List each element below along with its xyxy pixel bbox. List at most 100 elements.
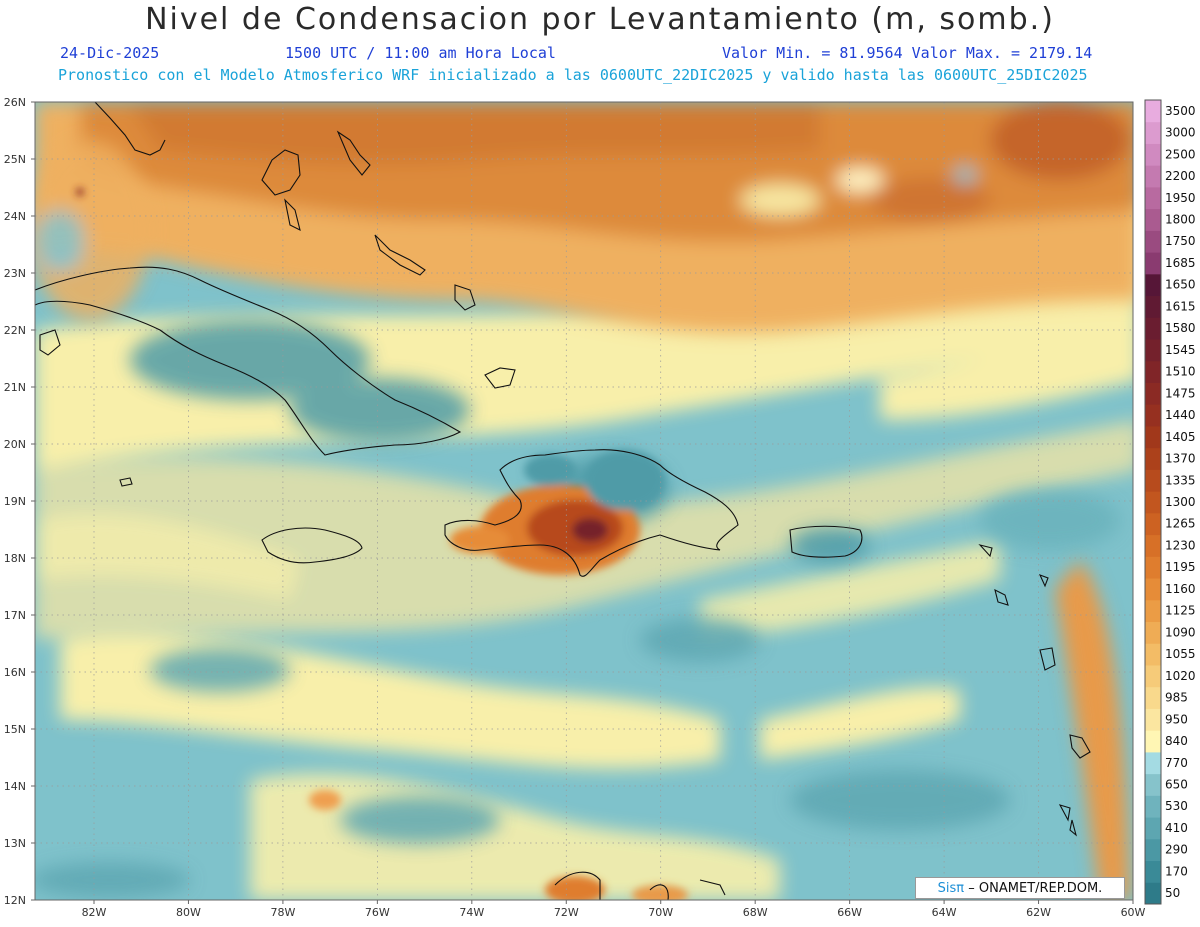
colorbar-label: 950 xyxy=(1165,712,1188,726)
map-area xyxy=(35,102,1133,900)
forecast-time: 1500 UTC / 11:00 am Hora Local xyxy=(285,44,556,62)
colorbar-label: 290 xyxy=(1165,843,1188,857)
credit-text: – ONAMET/REP.DOM. xyxy=(968,881,1103,896)
colorbar-label: 1370 xyxy=(1165,452,1196,466)
colorbar-label: 1230 xyxy=(1165,538,1196,552)
colorbar-label: 3500 xyxy=(1165,104,1196,118)
longitude-label: 70W xyxy=(648,906,673,919)
colorbar-swatch xyxy=(1145,643,1161,666)
colorbar-swatch xyxy=(1145,882,1161,905)
colorbar-label: 650 xyxy=(1165,777,1188,791)
latitude-label: 18N xyxy=(4,552,26,565)
sispi-brand: Sisπ xyxy=(937,881,965,896)
latitude-label: 15N xyxy=(4,723,26,736)
colorbar-swatch xyxy=(1145,360,1161,383)
latitude-label: 24N xyxy=(4,210,26,223)
colorbar-swatch xyxy=(1145,556,1161,579)
colorbar-label: 1545 xyxy=(1165,343,1196,357)
colorbar-swatch xyxy=(1145,708,1161,731)
colorbar-swatch xyxy=(1145,621,1161,644)
latitude-label: 21N xyxy=(4,381,26,394)
colorbar-label: 1440 xyxy=(1165,408,1196,422)
min-max-values: Valor Min. = 81.9564 Valor Max. = 2179.1… xyxy=(722,44,1093,62)
longitude-label: 74W xyxy=(459,906,484,919)
colorbar-swatch xyxy=(1145,491,1161,514)
colorbar-swatch xyxy=(1145,382,1161,405)
colorbar-label: 1195 xyxy=(1165,560,1196,574)
longitude-label: 64W xyxy=(932,906,957,919)
colorbar-label: 530 xyxy=(1165,799,1188,813)
latitude-label: 20N xyxy=(4,438,26,451)
colorbar-label: 1090 xyxy=(1165,625,1196,639)
colorbar-swatch xyxy=(1145,447,1161,470)
colorbar-swatch xyxy=(1145,295,1161,318)
colorbar-label: 2200 xyxy=(1165,169,1196,183)
colorbar-swatch xyxy=(1145,838,1161,862)
colorbar-label: 1335 xyxy=(1165,473,1196,487)
longitude-label: 66W xyxy=(837,906,862,919)
colorbar: 50 170 290 410 530 650 770 840 950 985 1020 1055 109… xyxy=(1144,99,1196,905)
longitude-label: 78W xyxy=(270,906,295,919)
latitude-label: 22N xyxy=(4,324,26,337)
colorbar-swatch xyxy=(1145,208,1161,231)
colorbar-swatch xyxy=(1145,773,1161,796)
colorbar-label: 1300 xyxy=(1165,495,1196,509)
colorbar-swatch xyxy=(1145,469,1161,492)
longitude-label: 60W xyxy=(1121,906,1146,919)
latitude-label: 14N xyxy=(4,780,26,793)
colorbar-swatch xyxy=(1145,317,1161,340)
lat-lon-grid xyxy=(35,102,1133,900)
colorbar-swatch xyxy=(1145,339,1161,362)
colorbar-swatch xyxy=(1145,664,1161,688)
colorbar-label: 1750 xyxy=(1165,234,1196,248)
colorbar-label: 1615 xyxy=(1165,299,1196,313)
colorbar-label: 1510 xyxy=(1165,365,1196,379)
colorbar-label: 1055 xyxy=(1165,647,1196,661)
colorbar-label: 1685 xyxy=(1165,256,1196,270)
colorbar-swatch xyxy=(1145,578,1161,601)
colorbar-swatch xyxy=(1145,795,1161,818)
colorbar-swatch xyxy=(1145,751,1161,775)
latitude-label: 13N xyxy=(4,837,26,850)
map-title: Nivel de Condensacion por Levantamiento … xyxy=(145,2,1055,37)
longitude-labels: 82W 80W 78W 76W 74W 72W 70W 68W 66W 64W 62W 60W xyxy=(82,900,1146,919)
colorbar-swatch xyxy=(1145,252,1161,275)
longitude-label: 72W xyxy=(554,906,579,919)
longitude-label: 76W xyxy=(365,906,390,919)
latitude-label: 17N xyxy=(4,609,26,622)
latitude-label: 23N xyxy=(4,267,26,280)
colorbar-swatch xyxy=(1145,686,1161,709)
longitude-label: 68W xyxy=(743,906,768,919)
colorbar-swatch xyxy=(1145,512,1161,536)
colorbar-swatch xyxy=(1145,273,1161,297)
colorbar-swatch xyxy=(1145,165,1161,188)
colorbar-label: 1405 xyxy=(1165,430,1196,444)
colorbar-swatch xyxy=(1145,404,1161,427)
colorbar-swatch xyxy=(1145,143,1161,166)
colorbar-label: 1125 xyxy=(1165,604,1196,618)
colorbar-swatch xyxy=(1145,100,1161,123)
coastlines xyxy=(35,102,1091,900)
colorbar-label: 2500 xyxy=(1165,147,1196,161)
latitude-label: 12N xyxy=(4,894,26,907)
latitude-label: 25N xyxy=(4,153,26,166)
latitude-label: 16N xyxy=(4,666,26,679)
colorbar-label: 840 xyxy=(1165,734,1188,748)
colorbar-label: 770 xyxy=(1165,756,1188,770)
colorbar-swatch xyxy=(1145,817,1161,840)
colorbar-swatch xyxy=(1145,860,1161,883)
colorbar-label: 50 xyxy=(1165,886,1180,900)
latitude-label: 19N xyxy=(4,495,26,508)
latitude-label: 26N xyxy=(4,96,26,109)
colorbar-swatch xyxy=(1145,425,1161,449)
colorbar-swatch xyxy=(1145,730,1161,753)
colorbar-label: 170 xyxy=(1165,864,1188,878)
forecast-date: 24-Dic-2025 xyxy=(60,44,160,62)
colorbar-label: 3000 xyxy=(1165,126,1196,140)
colorbar-label: 1950 xyxy=(1165,191,1196,205)
colorbar-label: 1800 xyxy=(1165,213,1196,227)
colorbar-label: 1020 xyxy=(1165,669,1196,683)
credit-box: Sisπ – ONAMET/REP.DOM. xyxy=(915,877,1125,899)
colorbar-label: 1475 xyxy=(1165,386,1196,400)
forecast-description: Pronostico con el Modelo Atmosferico WRF… xyxy=(58,66,1088,84)
